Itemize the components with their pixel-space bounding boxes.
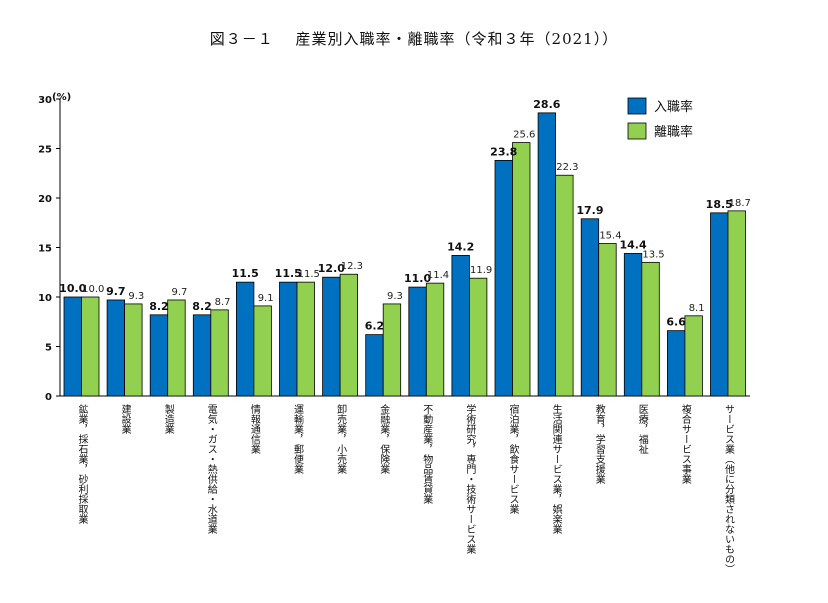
data-label-nyushoku: 14.4	[619, 238, 646, 251]
bar-nyushoku	[408, 286, 427, 397]
data-label-nyushoku: 11.5	[232, 267, 259, 280]
data-label-nyushoku: 8.2	[192, 300, 212, 313]
y-tick-label: 10	[38, 293, 52, 304]
legend-label-rishoku: 離職率	[654, 124, 693, 140]
bar-nyushoku	[279, 281, 298, 397]
data-label-rishoku: 8.1	[689, 303, 705, 314]
data-label-nyushoku: 6.2	[365, 320, 385, 333]
data-label-nyushoku: 6.6	[666, 316, 686, 329]
y-tick-label: 0	[45, 392, 52, 403]
bar-nyushoku	[106, 299, 125, 397]
data-label-rishoku: 11.4	[427, 270, 449, 281]
data-label-rishoku: 9.7	[171, 287, 187, 298]
category-label: 医療，福祉	[636, 404, 648, 454]
legend-label-nyushoku: 入職率	[654, 99, 693, 115]
data-label-rishoku: 8.7	[215, 297, 231, 308]
bar-nyushoku	[149, 314, 169, 397]
bar-nyushoku	[192, 314, 212, 397]
data-label-nyushoku: 12.0	[318, 262, 345, 275]
bar-nyushoku	[322, 276, 341, 397]
bar-nyushoku	[667, 330, 686, 397]
category-label: 金融業，保険業	[378, 403, 390, 475]
bar-rishoku	[382, 303, 402, 397]
category-label: 学術研究，専門・技術サービス業	[464, 403, 476, 555]
data-label-rishoku: 10.0	[82, 284, 104, 295]
data-label-rishoku: 22.3	[556, 162, 578, 173]
legend-swatch-rishoku	[627, 122, 647, 140]
data-label-nyushoku: 10.0	[59, 282, 86, 295]
data-label-rishoku: 15.4	[599, 231, 621, 242]
bar-rishoku	[81, 296, 100, 397]
y-tick-label: 20	[38, 194, 52, 205]
y-tick-label: 25	[38, 145, 52, 156]
bar-rishoku	[425, 282, 445, 397]
data-label-nyushoku: 14.2	[447, 240, 474, 253]
bar-nyushoku	[451, 255, 470, 397]
data-label-rishoku: 13.5	[642, 249, 664, 260]
bar-rishoku	[167, 299, 186, 397]
data-label-nyushoku: 23.8	[490, 145, 517, 158]
data-label-rishoku: 18.7	[729, 198, 751, 209]
data-label-rishoku: 11.9	[470, 265, 492, 276]
bar-rishoku	[253, 305, 272, 397]
category-label: 建設業	[119, 403, 131, 435]
data-label-nyushoku: 17.9	[576, 204, 603, 217]
y-tick-label: 15	[38, 244, 52, 255]
category-label: 製造業	[162, 403, 174, 435]
legend-swatch-nyushoku	[627, 97, 647, 115]
bar-nyushoku	[537, 112, 556, 397]
data-label-rishoku: 9.3	[387, 291, 403, 302]
bar-rishoku	[684, 315, 703, 397]
data-label-nyushoku: 11.5	[275, 267, 302, 280]
data-label-rishoku: 25.6	[513, 130, 535, 141]
bar-nyushoku	[63, 296, 82, 397]
data-label-nyushoku: 9.7	[106, 285, 126, 298]
category-label: 生活関連サービス業，娯楽業	[550, 403, 562, 535]
bar-nyushoku	[494, 159, 513, 397]
category-label: 卸売業，小売業	[335, 403, 347, 475]
bar-rishoku	[641, 261, 660, 397]
category-label: 教育，学習支援業	[593, 403, 605, 485]
category-label: 情報通信業	[248, 403, 260, 455]
category-label: 運輸業，郵便業	[292, 404, 304, 475]
bar-rishoku	[555, 174, 574, 397]
bar-nyushoku	[710, 212, 729, 397]
category-label: サービス業（他に分類されないもの）	[723, 404, 735, 574]
bar-rishoku	[339, 273, 359, 397]
bar-rishoku	[210, 309, 229, 397]
category-label: 複合サービス事業	[679, 403, 691, 485]
category-label: 鉱業，採石業，砂利採取業	[76, 403, 88, 525]
chart-title: 図３－１ 産業別入職率・離職率（令和３年（2021））	[209, 30, 619, 48]
category-label: 電気・ガス・熱供給・水道業	[205, 404, 217, 535]
data-label-nyushoku: 18.5	[706, 198, 733, 211]
bar-rishoku	[598, 243, 617, 397]
bar-rishoku	[512, 142, 531, 397]
bar-rishoku	[727, 210, 746, 397]
bar-rishoku	[124, 303, 143, 397]
y-axis-unit-label: (%)	[52, 92, 71, 103]
data-label-rishoku: 9.1	[258, 293, 274, 304]
bar-nyushoku	[580, 218, 600, 397]
data-label-rishoku: 11.5	[298, 269, 320, 280]
data-label-nyushoku: 28.6	[533, 98, 560, 111]
category-label: 宿泊業，飲食サービス業	[507, 403, 519, 515]
bar-nyushoku	[365, 334, 384, 397]
bar-rishoku	[468, 277, 488, 397]
data-label-rishoku: 9.3	[128, 291, 144, 302]
data-label-nyushoku: 11.0	[404, 272, 431, 285]
bar-nyushoku	[623, 253, 643, 397]
data-label-nyushoku: 8.2	[149, 300, 169, 313]
bar-rishoku	[296, 281, 315, 397]
y-tick-label: 30	[38, 95, 52, 106]
category-label: 不動産業，物品賃貸業	[421, 404, 433, 505]
data-label-rishoku: 12.3	[341, 261, 363, 272]
bar-nyushoku	[235, 281, 255, 397]
y-tick-label: 5	[45, 343, 52, 354]
